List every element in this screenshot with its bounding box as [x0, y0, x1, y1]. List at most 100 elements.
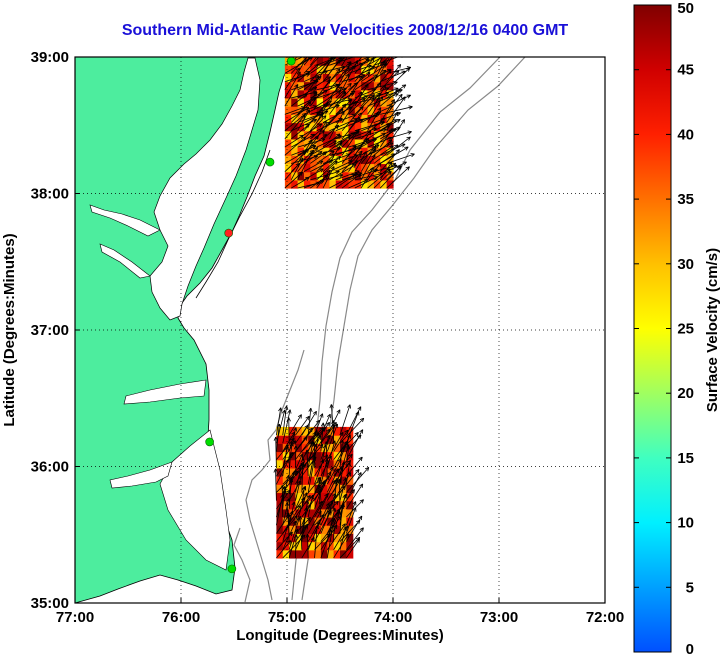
velocity-vector: [326, 458, 342, 485]
vector-head: [345, 444, 349, 448]
speed-cell: [297, 179, 305, 189]
speed-cell: [361, 73, 369, 83]
velocity-vector: [386, 67, 411, 74]
velocity-vector: [380, 146, 409, 164]
vector-head: [306, 504, 310, 508]
velocity-vector: [329, 118, 358, 132]
speed-cell: [308, 459, 316, 469]
velocity-vector: [341, 130, 359, 156]
vector-head: [320, 422, 324, 427]
vector-head: [338, 467, 343, 471]
speed-cell: [284, 179, 292, 189]
velocity-vector: [288, 453, 303, 485]
velocity-vector: [320, 458, 328, 485]
velocity-vector: [284, 114, 306, 140]
speed-cell: [310, 97, 318, 107]
vector-head: [307, 533, 310, 538]
velocity-vector: [314, 533, 331, 551]
velocity-vector: [326, 525, 334, 559]
velocity-vector: [380, 57, 390, 66]
vector-head: [398, 89, 401, 94]
vector-head: [311, 454, 315, 459]
velocity-vector: [339, 469, 360, 493]
vector-head: [397, 119, 401, 123]
velocity-vector: [339, 494, 346, 518]
velocity-vector: [380, 89, 401, 107]
speed-cell: [335, 179, 343, 189]
velocity-vector: [335, 99, 352, 115]
velocity-vector: [276, 540, 291, 559]
speed-cell: [295, 508, 303, 518]
speed-cell: [346, 533, 354, 543]
vector-head: [308, 139, 313, 143]
velocity-vector: [335, 170, 360, 181]
speed-cell: [297, 65, 305, 74]
speed-cell: [348, 155, 356, 165]
velocity-vector: [346, 467, 370, 493]
vector-head: [343, 477, 347, 481]
vector-head: [345, 73, 350, 77]
vector-head: [321, 51, 325, 52]
vector-head: [388, 161, 392, 165]
velocity-vector: [335, 146, 357, 156]
velocity-vector: [322, 133, 341, 148]
colorbar-tick-label: 15: [677, 450, 694, 467]
speed-cell: [282, 451, 290, 461]
speed-cell: [320, 500, 328, 510]
speed-cell: [284, 106, 292, 115]
velocity-vector: [288, 480, 301, 501]
vector-head: [357, 434, 362, 437]
velocity-vector: [339, 417, 365, 444]
speed-cell: [329, 106, 337, 115]
velocity-vector: [346, 538, 360, 559]
potomac-river: [89, 204, 161, 237]
velocity-vector: [386, 64, 402, 82]
colorbar-tick-label: 0: [686, 641, 694, 658]
velocity-vector: [386, 96, 406, 123]
vector-head: [307, 500, 310, 505]
vector-head: [344, 494, 347, 499]
vector-head: [317, 477, 320, 482]
speed-cell: [291, 171, 299, 181]
velocity-vector: [306, 449, 309, 477]
speed-cell: [386, 97, 394, 107]
vector-head: [338, 90, 342, 95]
vector-head: [389, 139, 393, 144]
vector-head: [326, 413, 331, 418]
vector-head: [396, 64, 401, 67]
speed-cell: [295, 549, 303, 559]
velocity-vector: [297, 138, 326, 148]
vector-head: [284, 446, 289, 450]
speed-cell: [276, 517, 284, 526]
velocity-vector: [346, 472, 362, 501]
vector-head: [314, 442, 317, 447]
vector-head: [322, 115, 327, 118]
vector-head: [306, 177, 310, 181]
velocity-vector: [333, 511, 341, 534]
velocity-vector: [303, 180, 325, 189]
vector-head: [316, 432, 319, 437]
speed-cell: [335, 163, 343, 173]
vector-head: [330, 524, 334, 529]
vector-head: [303, 113, 307, 118]
vector-head: [368, 65, 372, 69]
vector-head: [287, 409, 291, 414]
vector-head: [325, 441, 329, 446]
speed-cell: [386, 122, 394, 132]
velocity-vector: [282, 498, 290, 526]
speed-cell: [373, 130, 381, 140]
speed-cell: [276, 443, 284, 453]
velocity-vector: [282, 446, 289, 468]
speed-cell: [316, 114, 324, 124]
vector-head: [285, 502, 288, 507]
speed-cell: [276, 459, 284, 469]
velocity-vector: [367, 93, 399, 107]
vector-head: [401, 84, 406, 86]
velocity-vector: [316, 66, 345, 74]
vector-head: [365, 95, 369, 100]
vector-head: [377, 107, 381, 111]
vector-head: [300, 458, 304, 462]
colorbar-tick-label: 10: [677, 515, 694, 532]
speed-cell: [301, 476, 309, 485]
vector-head: [359, 45, 361, 49]
